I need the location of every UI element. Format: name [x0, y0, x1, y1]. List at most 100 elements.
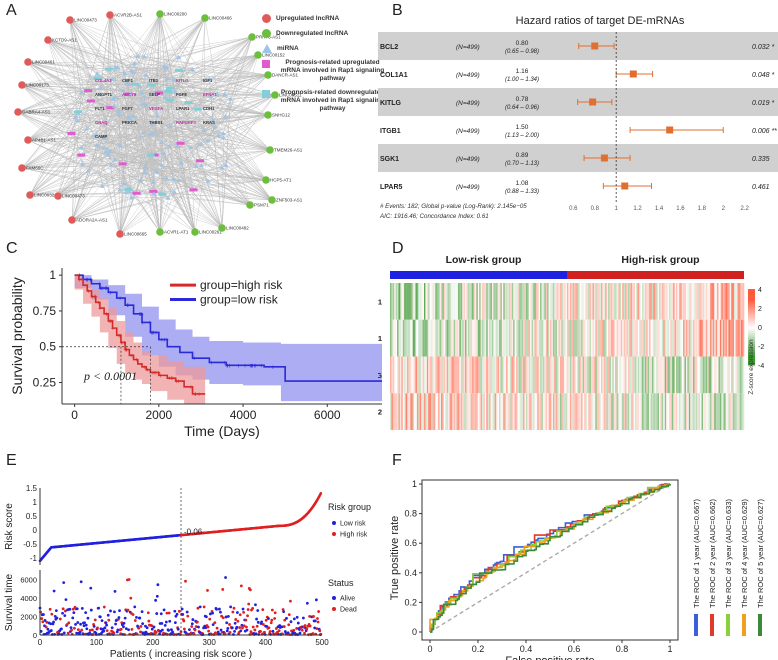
survival-point — [177, 609, 181, 613]
heatmap-cell — [678, 319, 681, 357]
survival-point — [188, 628, 191, 632]
heatmap-cell — [606, 319, 609, 357]
km-censor-low: + — [254, 363, 258, 370]
heatmap-cell — [409, 356, 412, 394]
km-censor-high: + — [197, 391, 201, 398]
network-edge — [109, 150, 273, 201]
survival-point — [88, 628, 92, 632]
network-edge — [114, 105, 175, 192]
heatmap-cell — [555, 393, 558, 430]
survival-point — [277, 629, 281, 633]
network-edge — [159, 13, 162, 165]
heatmap-cell — [406, 393, 409, 430]
mirna-node — [164, 175, 170, 180]
heatmap-cell — [476, 393, 479, 430]
heatmap-cell — [411, 393, 413, 430]
heatmap-cell — [439, 356, 442, 394]
km-censor-low: + — [141, 320, 145, 327]
legend-square-cyan-icon — [262, 90, 270, 98]
heatmap-cell — [656, 319, 658, 357]
heatmap-cell — [518, 393, 521, 430]
heatmap-cell — [456, 319, 459, 357]
km-censor-low: + — [104, 286, 108, 293]
heatmap-cell — [527, 283, 530, 320]
survival-point — [78, 630, 82, 634]
heatmap-cell — [479, 356, 481, 394]
heatmap-cell — [653, 319, 656, 357]
heatmap-cell — [489, 319, 491, 357]
mrna-label: FGF8 — [176, 92, 187, 97]
heatmap-cell — [467, 319, 470, 357]
mirna-node — [116, 111, 122, 116]
roc-legend-swatch — [694, 614, 698, 636]
heatmap-cell — [582, 283, 585, 320]
heatmap-cell — [615, 356, 617, 394]
heatmap-cell — [742, 393, 745, 430]
heatmap-cell — [677, 393, 680, 430]
network-edge — [117, 67, 167, 178]
lncrna-node — [24, 58, 32, 66]
heatmap-cell — [436, 356, 439, 394]
colorbar-segment — [748, 309, 755, 313]
heatmap-cell — [651, 393, 654, 430]
mirna-node — [140, 130, 146, 135]
heatmap-cell — [398, 319, 401, 357]
mirna-node — [165, 195, 171, 200]
network-edge — [155, 92, 162, 165]
heatmap-cell — [504, 319, 507, 357]
heatmap-cell — [569, 319, 572, 357]
survival-point — [109, 609, 112, 613]
survival-point — [63, 609, 67, 613]
mirna-node — [150, 179, 156, 184]
forest-point — [629, 70, 637, 78]
km-censor-low: + — [165, 337, 169, 344]
network-edge — [109, 91, 169, 152]
heatmap-cell — [630, 283, 633, 320]
mrna-label: IGF1 — [203, 78, 213, 83]
mrna-node — [86, 99, 95, 103]
network-edge — [124, 72, 224, 134]
network-edge — [129, 74, 269, 85]
heatmap-cell — [402, 393, 405, 430]
roc-ylabel: True positive rate — [389, 516, 401, 601]
mrna-label: EFNA1 — [203, 92, 217, 97]
surv-ylabel: Survival time — [4, 573, 15, 631]
heatmap-cell — [615, 283, 617, 320]
colorbar-segment — [748, 306, 755, 309]
survival-point — [79, 622, 83, 626]
heatmap-cell — [557, 283, 559, 320]
heatmap-cell — [622, 356, 624, 394]
lncrna-label: FAM66C — [26, 166, 44, 171]
network-edge — [146, 104, 161, 233]
network-edge — [71, 96, 115, 134]
km-xtick-label: 0 — [71, 408, 78, 422]
heatmap-cell — [661, 319, 664, 357]
mirna-node — [149, 121, 155, 126]
network-edge — [114, 96, 157, 172]
mirna-node — [120, 88, 126, 93]
heatmap-cell — [684, 393, 687, 430]
heatmap-cell — [649, 283, 651, 320]
network-edge — [199, 160, 273, 201]
network-edge — [188, 102, 273, 201]
heatmap-cell — [576, 283, 579, 320]
heatmap-cell — [409, 319, 412, 357]
survival-point — [67, 621, 71, 625]
colorbar-segment — [748, 346, 755, 349]
heatmap-cell — [605, 319, 607, 357]
heatmap-cell — [540, 393, 542, 430]
forest-hr: 1.50 — [516, 124, 529, 131]
survival-point — [228, 623, 231, 626]
heatmap-cell — [629, 393, 632, 430]
mirna-node — [208, 93, 214, 98]
heatmap-cell — [640, 319, 643, 357]
heatmap-cell — [569, 393, 572, 430]
heatmap-cell — [708, 356, 711, 394]
heatmap-cell — [480, 393, 483, 430]
mirna-node — [138, 178, 144, 183]
mrna-label: PRKCA — [122, 120, 137, 125]
mirna-node — [111, 94, 117, 99]
network-edge — [29, 144, 97, 196]
km-ytick-label: 1 — [49, 268, 56, 282]
